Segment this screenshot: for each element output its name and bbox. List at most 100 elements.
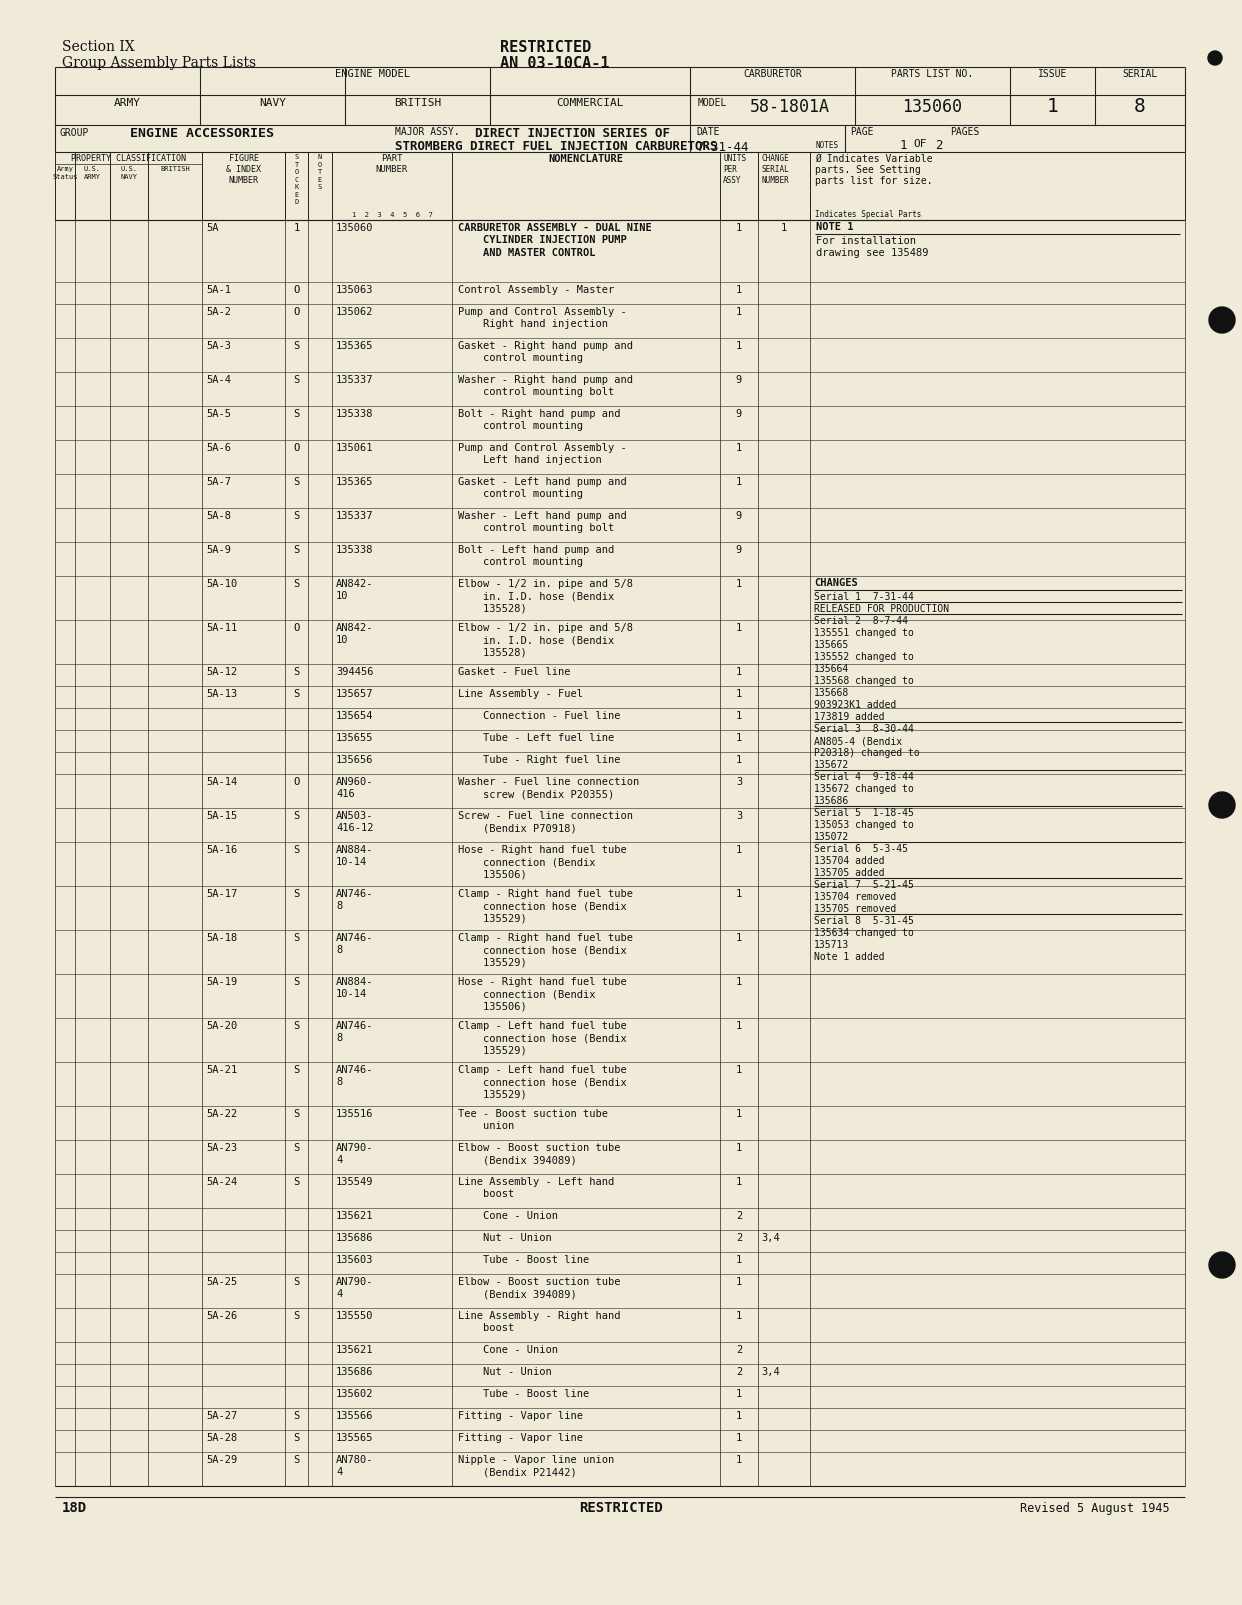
- Text: Section IX: Section IX: [62, 40, 134, 55]
- Text: 5A-22: 5A-22: [206, 1109, 237, 1119]
- Text: 1: 1: [735, 1411, 743, 1420]
- Text: NAVY: NAVY: [260, 98, 286, 108]
- Text: 135551 changed to: 135551 changed to: [814, 628, 914, 639]
- Text: 1  2  3  4  5  6  7: 1 2 3 4 5 6 7: [351, 212, 432, 218]
- Text: COMMERCIAL: COMMERCIAL: [556, 98, 623, 108]
- Text: 1: 1: [735, 1021, 743, 1030]
- Text: Control Assembly - Master: Control Assembly - Master: [458, 286, 615, 295]
- Text: Elbow - 1/2 in. pipe and 5/8
    in. I.D. hose (Bendix
    135528): Elbow - 1/2 in. pipe and 5/8 in. I.D. ho…: [458, 579, 633, 613]
- Text: 135365: 135365: [337, 477, 374, 486]
- Text: Bolt - Right hand pump and
    control mounting: Bolt - Right hand pump and control mount…: [458, 409, 621, 432]
- Text: S: S: [293, 376, 299, 385]
- Text: 135713: 135713: [814, 941, 850, 950]
- Text: Note 1 added: Note 1 added: [814, 952, 884, 961]
- Text: 1: 1: [735, 844, 743, 855]
- Text: ENGINE MODEL: ENGINE MODEL: [335, 69, 410, 79]
- Text: S: S: [293, 409, 299, 419]
- Text: O: O: [293, 623, 299, 632]
- Text: Elbow - Boost suction tube
    (Bendix 394089): Elbow - Boost suction tube (Bendix 39408…: [458, 1143, 621, 1165]
- Text: Indicates Special Parts: Indicates Special Parts: [815, 210, 922, 218]
- Text: 135549: 135549: [337, 1176, 374, 1188]
- Text: S: S: [293, 933, 299, 944]
- Text: 5A-8: 5A-8: [206, 510, 231, 522]
- Text: 5A-23: 5A-23: [206, 1143, 237, 1152]
- Text: AN960-
416: AN960- 416: [337, 777, 374, 799]
- Text: S: S: [293, 1278, 299, 1287]
- Text: 1: 1: [735, 689, 743, 700]
- Circle shape: [1208, 51, 1222, 64]
- Text: 1: 1: [735, 1278, 743, 1287]
- Text: 135603: 135603: [337, 1255, 374, 1265]
- Text: 1: 1: [735, 668, 743, 677]
- Text: 1: 1: [735, 1456, 743, 1465]
- Text: 1: 1: [735, 933, 743, 944]
- Text: AN780-
4: AN780- 4: [337, 1456, 374, 1477]
- Text: 8: 8: [1134, 96, 1146, 116]
- Text: 1: 1: [735, 579, 743, 589]
- Text: 1: 1: [735, 1066, 743, 1075]
- Text: 1: 1: [735, 977, 743, 987]
- Text: NOTES: NOTES: [815, 141, 838, 149]
- Text: 135060: 135060: [337, 223, 374, 233]
- Text: 5A-16: 5A-16: [206, 844, 237, 855]
- Text: Tee - Boost suction tube
    union: Tee - Boost suction tube union: [458, 1109, 609, 1132]
- Text: CHANGE
SERIAL
NUMBER: CHANGE SERIAL NUMBER: [761, 154, 789, 185]
- Text: 903923K1 added: 903923K1 added: [814, 700, 897, 709]
- Text: 5A-10: 5A-10: [206, 579, 237, 589]
- Text: Serial 6  5-3-45: Serial 6 5-3-45: [814, 844, 908, 854]
- Text: S: S: [293, 1456, 299, 1465]
- Text: Nipple - Vapor line union
    (Bendix P21442): Nipple - Vapor line union (Bendix P21442…: [458, 1456, 615, 1477]
- Text: Tube - Boost line: Tube - Boost line: [458, 1255, 589, 1265]
- Text: 5A-25: 5A-25: [206, 1278, 237, 1287]
- Text: 135338: 135338: [337, 546, 374, 555]
- Text: Line Assembly - Fuel: Line Assembly - Fuel: [458, 689, 582, 700]
- Text: U.S.
ARMY: U.S. ARMY: [84, 165, 101, 180]
- Text: 135550: 135550: [337, 1311, 374, 1321]
- Text: 135063: 135063: [337, 286, 374, 295]
- Text: 135621: 135621: [337, 1345, 374, 1355]
- Text: 135602: 135602: [337, 1388, 374, 1400]
- Text: 135568 changed to: 135568 changed to: [814, 676, 914, 685]
- Text: AN746-
8: AN746- 8: [337, 1066, 374, 1088]
- Text: DIRECT INJECTION SERIES OF: DIRECT INJECTION SERIES OF: [474, 127, 669, 140]
- Text: 3,4: 3,4: [761, 1233, 780, 1242]
- Text: 1: 1: [735, 1255, 743, 1265]
- Text: Elbow - Boost suction tube
    (Bendix 394089): Elbow - Boost suction tube (Bendix 39408…: [458, 1278, 621, 1300]
- Text: Washer - Left hand pump and
    control mounting bolt: Washer - Left hand pump and control moun…: [458, 510, 627, 533]
- Text: SERIAL: SERIAL: [1123, 69, 1158, 79]
- Text: Revised 5 August 1945: Revised 5 August 1945: [1021, 1502, 1170, 1515]
- Text: Connection - Fuel line: Connection - Fuel line: [458, 711, 621, 721]
- Text: 5A-14: 5A-14: [206, 777, 237, 786]
- Text: NOMENCLATURE: NOMENCLATURE: [549, 154, 623, 164]
- Text: S: S: [293, 1021, 299, 1030]
- Text: 3: 3: [735, 811, 743, 822]
- Text: 135665: 135665: [814, 640, 850, 650]
- Text: 1: 1: [735, 286, 743, 295]
- Text: 135337: 135337: [337, 510, 374, 522]
- Text: ENGINE ACCESSORIES: ENGINE ACCESSORIES: [130, 127, 274, 140]
- Text: 135686: 135686: [337, 1367, 374, 1377]
- Text: 135686: 135686: [814, 796, 850, 806]
- Text: MAJOR ASSY.: MAJOR ASSY.: [395, 127, 460, 136]
- Text: Clamp - Right hand fuel tube
    connection hose (Bendix
    135529): Clamp - Right hand fuel tube connection …: [458, 889, 633, 924]
- Text: 135686: 135686: [337, 1233, 374, 1242]
- Text: Pump and Control Assembly -
    Right hand injection: Pump and Control Assembly - Right hand i…: [458, 307, 627, 329]
- Text: UNITS
PER
ASSY: UNITS PER ASSY: [723, 154, 746, 185]
- Text: 1: 1: [735, 1311, 743, 1321]
- Text: 135634 changed to: 135634 changed to: [814, 928, 914, 937]
- Text: 5A-7: 5A-7: [206, 477, 231, 486]
- Text: Washer - Right hand pump and
    control mounting bolt: Washer - Right hand pump and control mou…: [458, 376, 633, 398]
- Text: parts list for size.: parts list for size.: [815, 177, 933, 186]
- Text: 3: 3: [735, 777, 743, 786]
- Text: Pump and Control Assembly -
    Left hand injection: Pump and Control Assembly - Left hand in…: [458, 443, 627, 465]
- Text: 5A-24: 5A-24: [206, 1176, 237, 1188]
- Text: AN790-
4: AN790- 4: [337, 1143, 374, 1165]
- Text: Gasket - Right hand pump and
    control mounting: Gasket - Right hand pump and control mou…: [458, 340, 633, 363]
- Text: 3,4: 3,4: [761, 1367, 780, 1377]
- Text: For installation: For installation: [816, 236, 917, 246]
- Text: 1: 1: [735, 477, 743, 486]
- Text: Group Assembly Parts Lists: Group Assembly Parts Lists: [62, 56, 256, 71]
- Text: PART
NUMBER: PART NUMBER: [376, 154, 409, 173]
- Text: 5A-21: 5A-21: [206, 1066, 237, 1075]
- Text: 5A-18: 5A-18: [206, 933, 237, 944]
